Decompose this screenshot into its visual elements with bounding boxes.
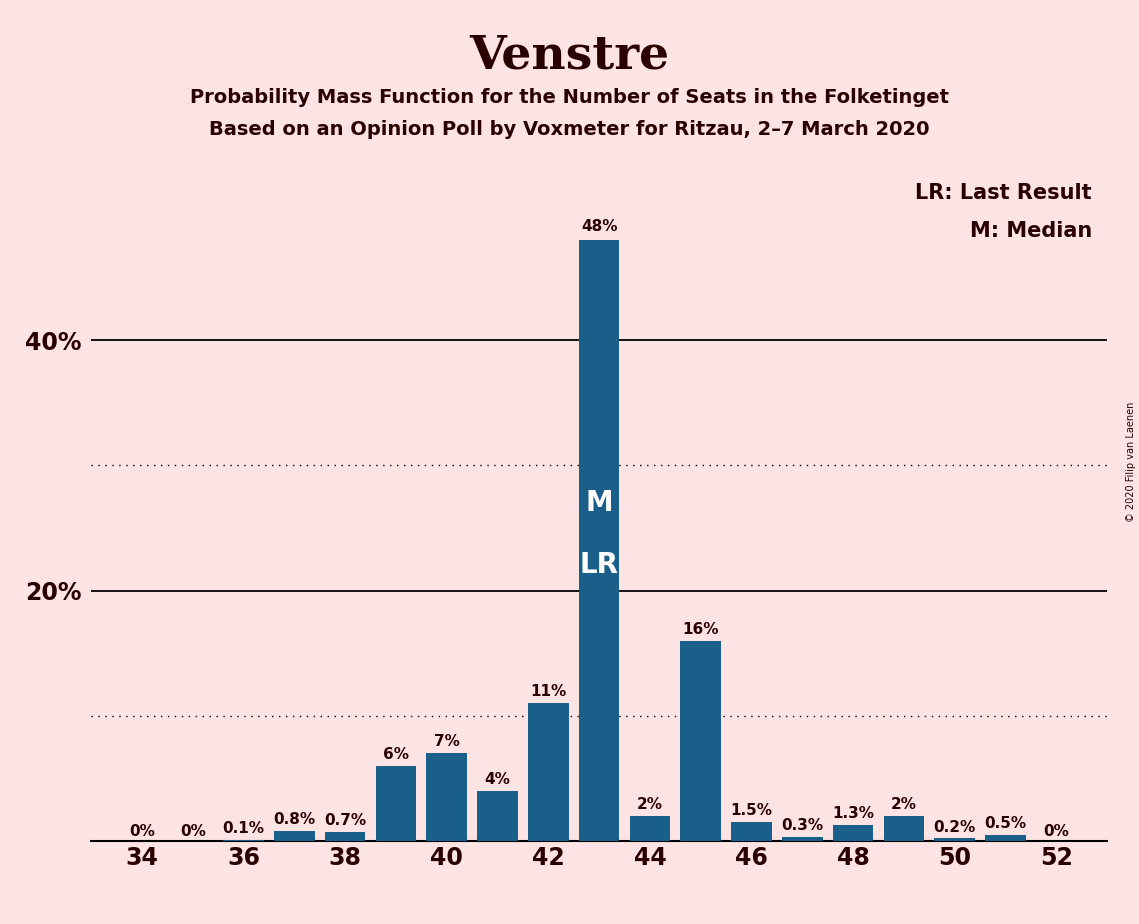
Text: 4%: 4% (484, 772, 510, 787)
Bar (477, 791, 518, 841)
Bar (426, 753, 467, 841)
Text: 0.2%: 0.2% (934, 820, 976, 834)
Text: 48%: 48% (581, 219, 617, 234)
Bar (934, 838, 975, 841)
Text: LR: LR (580, 552, 618, 579)
Bar (985, 834, 1026, 841)
Text: © 2020 Filip van Laenen: © 2020 Filip van Laenen (1125, 402, 1136, 522)
Text: M: Median: M: Median (969, 222, 1092, 241)
Text: 0.7%: 0.7% (325, 813, 366, 828)
Bar (274, 831, 314, 841)
Text: 1.3%: 1.3% (833, 806, 874, 821)
Text: 2%: 2% (891, 797, 917, 812)
Bar (782, 837, 822, 841)
Bar (528, 703, 568, 841)
Bar (376, 766, 416, 841)
Text: Venstre: Venstre (469, 32, 670, 79)
Text: 0%: 0% (129, 824, 155, 839)
Bar (884, 816, 924, 841)
Bar (680, 640, 721, 841)
Text: 0.8%: 0.8% (273, 812, 316, 827)
Bar (325, 833, 366, 841)
Bar (223, 840, 264, 841)
Text: 7%: 7% (434, 735, 460, 749)
Text: 11%: 11% (530, 685, 566, 699)
Text: 0%: 0% (1043, 824, 1070, 839)
Text: 1.5%: 1.5% (730, 803, 772, 819)
Bar (630, 816, 670, 841)
Bar (731, 822, 772, 841)
Text: 0.3%: 0.3% (781, 819, 823, 833)
Text: LR: Last Result: LR: Last Result (916, 184, 1092, 203)
Text: Probability Mass Function for the Number of Seats in the Folketinget: Probability Mass Function for the Number… (190, 88, 949, 107)
Text: 0.1%: 0.1% (222, 821, 264, 836)
Text: M: M (585, 489, 613, 517)
Bar (833, 824, 874, 841)
Bar (579, 240, 620, 841)
Text: 16%: 16% (682, 622, 719, 637)
Text: 0%: 0% (180, 824, 206, 839)
Text: 6%: 6% (383, 747, 409, 762)
Text: 2%: 2% (637, 797, 663, 812)
Text: 0.5%: 0.5% (984, 816, 1026, 831)
Text: Based on an Opinion Poll by Voxmeter for Ritzau, 2–7 March 2020: Based on an Opinion Poll by Voxmeter for… (210, 120, 929, 140)
